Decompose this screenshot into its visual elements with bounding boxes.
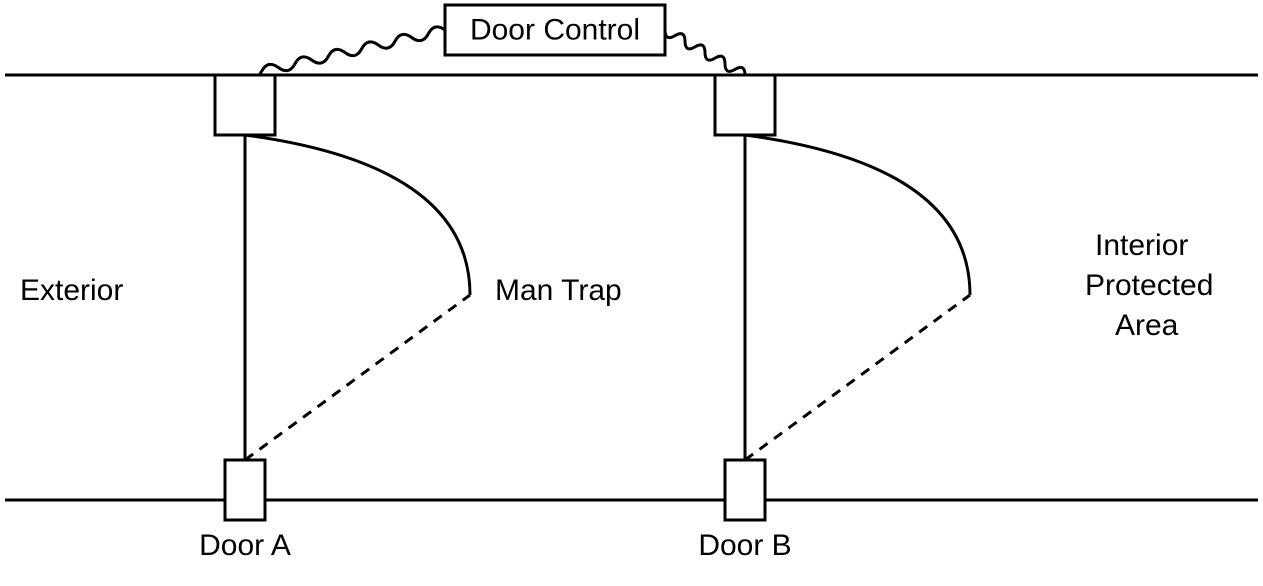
door-B-open-leaf <box>745 295 970 460</box>
label-exterior: Exterior <box>20 274 123 307</box>
door-A-open-leaf <box>245 295 470 460</box>
door-A-bottom-box <box>225 460 265 520</box>
door-A-swing-arc <box>245 135 470 295</box>
label-interior-1: Interior <box>1095 229 1188 262</box>
label-interior-3: Area <box>1115 309 1179 342</box>
door-A-top-box <box>215 75 275 135</box>
label-interior-2: Protected <box>1085 269 1213 302</box>
door-B-bottom-box <box>725 460 765 520</box>
door-A-label: Door A <box>199 529 291 562</box>
door-B-label: Door B <box>698 529 791 562</box>
door-B-swing-arc <box>745 135 970 295</box>
wire-0 <box>245 27 445 78</box>
wire-1 <box>665 30 745 75</box>
door-B-top-box <box>715 75 775 135</box>
label-mantrap: Man Trap <box>495 274 622 307</box>
door-control-label: Door Control <box>470 14 640 47</box>
